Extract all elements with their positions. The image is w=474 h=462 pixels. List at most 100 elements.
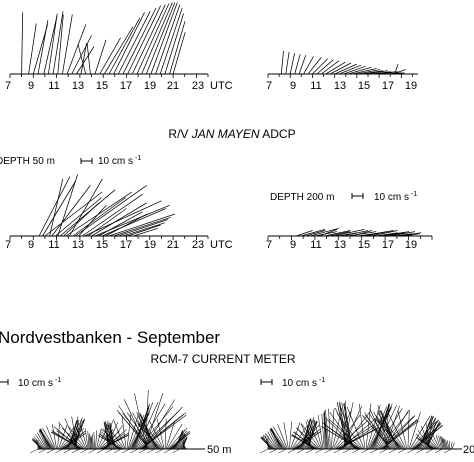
axis-tick-label-11: 11 bbox=[48, 80, 59, 92]
current-stick bbox=[300, 229, 326, 237]
current-stick bbox=[21, 12, 24, 75]
axis-tick-label-9: 9 bbox=[28, 80, 34, 92]
current-stick bbox=[330, 62, 352, 75]
current-stick bbox=[104, 422, 111, 450]
current-stick bbox=[84, 428, 89, 450]
current-stick bbox=[377, 408, 403, 450]
scale-bar-exponent: -1 bbox=[135, 155, 141, 162]
current-stick bbox=[293, 431, 319, 450]
axis-tick-label-11: 11 bbox=[310, 80, 321, 92]
current-stick bbox=[103, 26, 134, 75]
current-stick bbox=[78, 204, 107, 237]
current-stick bbox=[118, 412, 151, 450]
current-stick bbox=[80, 43, 87, 75]
axis-tick-label-9: 9 bbox=[290, 80, 296, 92]
current-stick bbox=[122, 7, 157, 75]
current-stick bbox=[108, 17, 141, 75]
current-stick bbox=[443, 448, 452, 454]
current-stick bbox=[291, 435, 317, 450]
current-stick bbox=[62, 428, 85, 450]
axis-tick-label-15: 15 bbox=[358, 239, 370, 251]
current-stick bbox=[38, 176, 71, 237]
panel-middle-right: DEPTH 200 m 10 cm s -1 7 9 11 13 15 17 19 bbox=[266, 191, 433, 251]
current-stick bbox=[155, 448, 164, 454]
current-stick bbox=[109, 422, 114, 450]
axis-tick-label-15: 15 bbox=[96, 80, 108, 92]
axis-tick-label-17: 17 bbox=[120, 80, 132, 92]
current-stick bbox=[397, 448, 406, 454]
current-stick bbox=[48, 13, 58, 75]
axis-tick-label-11: 11 bbox=[310, 239, 321, 251]
current-stick bbox=[291, 434, 318, 450]
current-stick bbox=[325, 409, 330, 450]
current-stick bbox=[127, 224, 161, 237]
current-stick bbox=[283, 422, 289, 450]
current-stick bbox=[371, 230, 398, 237]
current-stick bbox=[122, 222, 165, 237]
current-stick bbox=[312, 58, 329, 75]
current-stick bbox=[356, 69, 381, 75]
axis-tick-label-7: 7 bbox=[5, 80, 11, 92]
current-stick bbox=[260, 437, 274, 450]
current-stick bbox=[343, 65, 366, 75]
current-stick bbox=[366, 231, 388, 237]
current-stick bbox=[372, 403, 390, 450]
current-stick bbox=[91, 434, 94, 450]
current-stick bbox=[46, 426, 56, 450]
current-stick bbox=[317, 414, 324, 450]
current-stick bbox=[273, 426, 287, 450]
current-stick bbox=[352, 448, 361, 454]
current-stick bbox=[74, 185, 147, 237]
current-stick bbox=[71, 416, 78, 450]
current-stick bbox=[165, 420, 176, 450]
current-stick bbox=[442, 438, 446, 450]
current-stick bbox=[118, 219, 168, 237]
current-stick bbox=[71, 448, 80, 454]
axis-tick-label-7: 7 bbox=[266, 239, 272, 251]
current-stick bbox=[347, 231, 377, 237]
current-stick bbox=[69, 178, 103, 237]
current-stick bbox=[388, 413, 407, 450]
axis-unit-label: UTC bbox=[210, 80, 233, 92]
current-stick bbox=[72, 197, 126, 237]
current-stick bbox=[306, 448, 315, 454]
axis-tick-label-19: 19 bbox=[144, 80, 156, 92]
current-stick bbox=[383, 415, 416, 450]
current-stick bbox=[305, 230, 326, 237]
current-stick bbox=[42, 180, 76, 237]
current-stick bbox=[407, 448, 416, 454]
current-stick bbox=[328, 418, 363, 450]
current-stick bbox=[113, 216, 172, 237]
current-stick bbox=[367, 406, 388, 450]
current-stick bbox=[379, 448, 388, 454]
current-stick bbox=[425, 448, 434, 454]
current-stick bbox=[89, 433, 91, 450]
current-stick bbox=[142, 406, 183, 450]
current-stick bbox=[336, 412, 364, 450]
current-stick bbox=[306, 419, 322, 450]
panel-top-left: 7 9 11 13 15 17 19 21 23 UTC bbox=[5, 2, 233, 92]
current-stick bbox=[373, 411, 395, 450]
current-stick bbox=[126, 412, 153, 450]
section-title: Nordvestbanken - September bbox=[0, 328, 220, 347]
scale-bar-text: 10 cm s bbox=[18, 378, 53, 389]
current-stick bbox=[143, 422, 163, 450]
current-stick bbox=[342, 448, 351, 454]
current-stick bbox=[141, 412, 187, 450]
current-stick bbox=[324, 448, 333, 454]
scale-bar-bottom-left: 10 cm s -1 bbox=[0, 377, 61, 389]
current-stick bbox=[66, 24, 87, 75]
current-stick bbox=[346, 406, 365, 450]
current-stick bbox=[87, 208, 127, 237]
current-stick bbox=[289, 421, 292, 450]
current-stick bbox=[331, 408, 335, 450]
panel-middle-left: DEPTH 50 m 10 cm s -1 7 9 11 13 15 17 19 … bbox=[0, 155, 233, 251]
current-stick bbox=[338, 64, 362, 75]
axis-tick-label-9: 9 bbox=[28, 239, 34, 251]
scale-bar-text: 10 cm s bbox=[374, 192, 409, 203]
current-stick bbox=[441, 436, 444, 450]
current-stick bbox=[32, 439, 42, 450]
current-stick bbox=[38, 448, 47, 454]
current-stick bbox=[131, 410, 151, 450]
current-stick bbox=[335, 420, 368, 450]
